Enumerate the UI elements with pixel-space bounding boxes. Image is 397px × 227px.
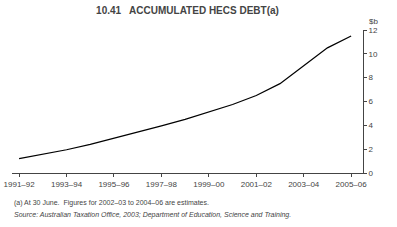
svg-text:(a) At 30 June. Figures for 2: (a) At 30 June. Figures for 2002–03 to 2… [14,199,209,207]
svg-text:1991–92: 1991–92 [4,180,36,189]
svg-text:2: 2 [369,145,374,154]
svg-text:1995–96: 1995–96 [98,180,130,189]
svg-text:Source: Australian Taxation Of: Source: Australian Taxation Office, 2003… [14,211,291,219]
svg-text:12: 12 [369,26,378,35]
svg-text:1999–00: 1999–00 [193,180,225,189]
svg-text:0: 0 [369,169,374,178]
svg-text:4: 4 [369,121,374,130]
svg-text:1997–98: 1997–98 [146,180,178,189]
svg-text:2001–02: 2001–02 [241,180,273,189]
svg-text:$b: $b [369,17,378,26]
svg-text:1993–94: 1993–94 [51,180,83,189]
svg-text:2003–04: 2003–04 [288,180,320,189]
svg-text:10: 10 [369,50,378,59]
svg-text:10.41 ACCUMULATED HECS DEBT(: 10.41 ACCUMULATED HECS DEBT(a) [96,5,279,16]
svg-text:6: 6 [369,97,374,106]
svg-text:2005–06: 2005–06 [336,180,368,189]
svg-text:8: 8 [369,73,374,82]
